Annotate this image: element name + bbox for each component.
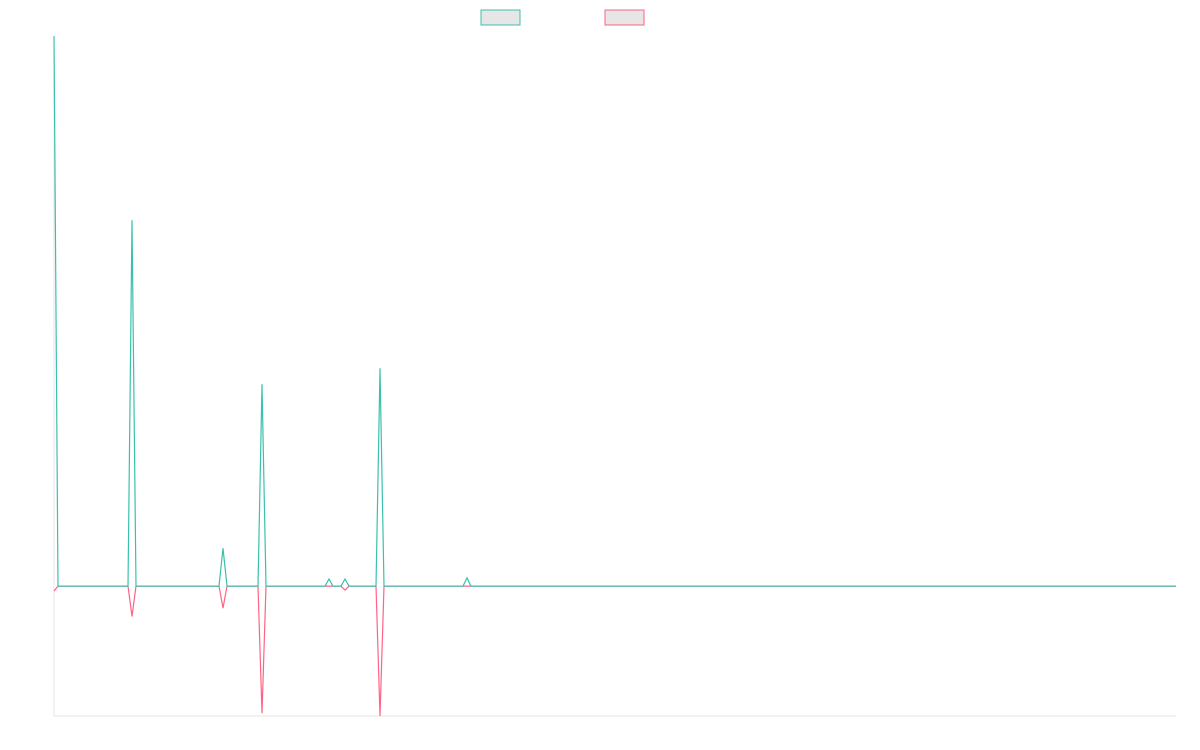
legend-swatch: [604, 9, 645, 26]
legend-swatch: [480, 9, 521, 26]
series-line: [53, 35, 1176, 587]
series-line: [53, 585, 1176, 717]
